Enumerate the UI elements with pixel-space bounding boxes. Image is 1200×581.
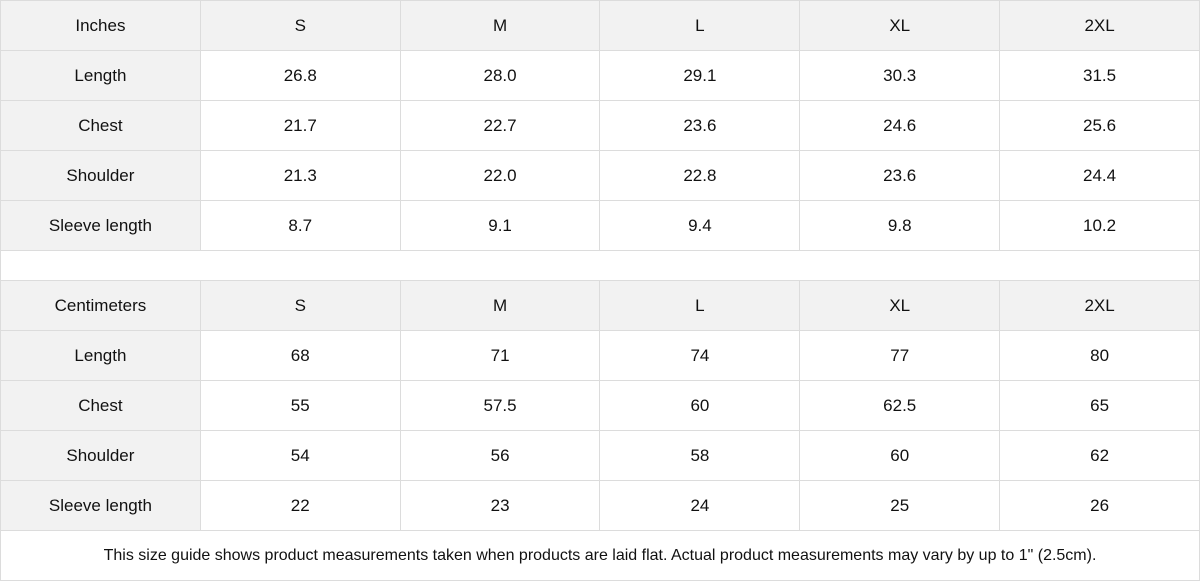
measurement-value: 22.0 [399, 150, 601, 201]
unit-header: Centimeters [0, 280, 201, 331]
measurement-value: 58 [599, 430, 801, 481]
measurement-value: 57.5 [399, 380, 601, 431]
measurement-value: 80 [999, 330, 1200, 381]
size-header: XL [799, 0, 1001, 51]
footnote: This size guide shows product measuremen… [0, 530, 1200, 581]
measurement-value: 24.4 [999, 150, 1200, 201]
measurement-value: 71 [399, 330, 601, 381]
measurement-value: 21.7 [199, 100, 401, 151]
measurement-label: Sleeve length [0, 200, 201, 251]
measurement-value: 23.6 [799, 150, 1001, 201]
footnote-row: This size guide shows product measuremen… [0, 530, 1200, 581]
measurement-label: Shoulder [0, 150, 201, 201]
measurement-value: 55 [199, 380, 401, 431]
table-row: Sleeve length 22 23 24 25 26 [0, 480, 1200, 531]
measurement-value: 62 [999, 430, 1200, 481]
header-row: Inches S M L XL 2XL [0, 0, 1200, 51]
measurement-label: Sleeve length [0, 480, 201, 531]
measurement-value: 65 [999, 380, 1200, 431]
table-row: Sleeve length 8.7 9.1 9.4 9.8 10.2 [0, 200, 1200, 251]
measurement-value: 68 [199, 330, 401, 381]
measurement-value: 8.7 [199, 200, 401, 251]
size-header: M [399, 0, 601, 51]
measurement-value: 9.8 [799, 200, 1001, 251]
measurement-value: 24 [599, 480, 801, 531]
measurement-value: 25 [799, 480, 1001, 531]
measurement-value: 22.8 [599, 150, 801, 201]
table-row: Shoulder 54 56 58 60 62 [0, 430, 1200, 481]
measurement-label: Chest [0, 100, 201, 151]
unit-header: Inches [0, 0, 201, 51]
size-header: L [599, 280, 801, 331]
table-separator [0, 250, 1200, 281]
measurement-label: Chest [0, 380, 201, 431]
measurement-value: 62.5 [799, 380, 1001, 431]
measurement-value: 23.6 [599, 100, 801, 151]
size-header: XL [799, 280, 1001, 331]
size-header: S [199, 280, 401, 331]
measurement-value: 22 [199, 480, 401, 531]
measurement-label: Shoulder [0, 430, 201, 481]
table-row: Length 26.8 28.0 29.1 30.3 31.5 [0, 50, 1200, 101]
measurement-value: 25.6 [999, 100, 1200, 151]
size-header: 2XL [999, 280, 1200, 331]
table-row: Chest 21.7 22.7 23.6 24.6 25.6 [0, 100, 1200, 151]
measurement-value: 56 [399, 430, 601, 481]
measurement-label: Length [0, 330, 201, 381]
size-header: S [199, 0, 401, 51]
size-header: M [399, 280, 601, 331]
separator-cell [0, 250, 1200, 281]
measurement-value: 24.6 [799, 100, 1001, 151]
table-row: Chest 55 57.5 60 62.5 65 [0, 380, 1200, 431]
measurement-value: 60 [599, 380, 801, 431]
measurement-value: 77 [799, 330, 1001, 381]
measurement-value: 29.1 [599, 50, 801, 101]
table-row: Length 68 71 74 77 80 [0, 330, 1200, 381]
measurement-value: 26.8 [199, 50, 401, 101]
measurement-value: 23 [399, 480, 601, 531]
measurement-value: 9.1 [399, 200, 601, 251]
measurement-value: 28.0 [399, 50, 601, 101]
measurement-label: Length [0, 50, 201, 101]
measurement-value: 30.3 [799, 50, 1001, 101]
measurement-value: 54 [199, 430, 401, 481]
header-row: Centimeters S M L XL 2XL [0, 280, 1200, 331]
size-header: 2XL [999, 0, 1200, 51]
measurement-value: 21.3 [199, 150, 401, 201]
size-header: L [599, 0, 801, 51]
measurement-value: 31.5 [999, 50, 1200, 101]
measurement-value: 9.4 [599, 200, 801, 251]
measurement-value: 74 [599, 330, 801, 381]
measurement-value: 60 [799, 430, 1001, 481]
measurement-value: 26 [999, 480, 1200, 531]
table-row: Shoulder 21.3 22.0 22.8 23.6 24.4 [0, 150, 1200, 201]
measurement-value: 10.2 [999, 200, 1200, 251]
measurement-value: 22.7 [399, 100, 601, 151]
